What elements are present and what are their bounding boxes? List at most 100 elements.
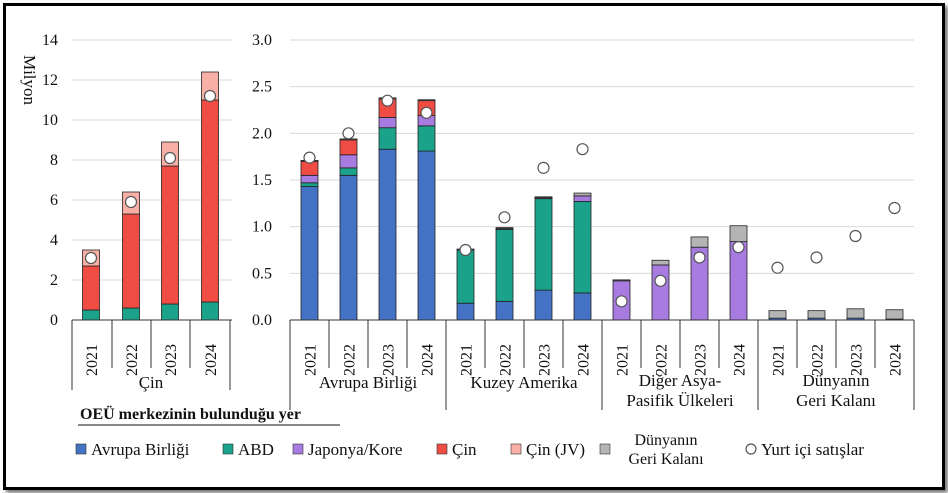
- chart-frame: [3, 3, 945, 490]
- domestic-sales-marker: [84, 251, 98, 265]
- x-tick-label: 2023: [537, 344, 554, 376]
- legend-item-avrupa-birli-i-swatch: [75, 443, 87, 455]
- x-tick-label: 2024: [732, 344, 749, 376]
- domestic-sales-marker: [203, 89, 217, 103]
- bar-d-nyan-n-geri-kalan: [495, 227, 514, 229]
- group-label-kuzey-amerika: Kuzey Amerika: [470, 373, 578, 392]
- y-tick-label: 4: [50, 232, 58, 249]
- bar-d-nyan-n-geri-kalan: [807, 310, 826, 319]
- x-tick-label: 2023: [693, 344, 710, 376]
- bar-avrupa-birli-i: [300, 186, 319, 321]
- y-tick-label: 14: [42, 32, 58, 49]
- y-tick-label: 0.0: [252, 312, 272, 329]
- bar-avrupa-birli-i: [378, 148, 397, 321]
- x-tick-label: 2022: [654, 344, 671, 376]
- bar-abd: [201, 301, 219, 321]
- domestic-sales-marker: [537, 161, 550, 174]
- bar-d-nyan-n-geri-kalan: [768, 310, 787, 319]
- x-tick-label: 2021: [459, 344, 476, 376]
- bar-abd: [378, 127, 397, 150]
- y-tick-label: 0: [50, 312, 58, 329]
- legend-item-yurt-i-i-sat-lar-swatch: [745, 443, 757, 455]
- group-label-avrupa-birli-i: Avrupa Birliği: [319, 373, 418, 392]
- bar-abd: [339, 167, 358, 176]
- legend-item-japonya-kore: Japonya/Kore: [308, 440, 402, 459]
- bar-d-nyan-n-geri-kalan: [651, 259, 670, 266]
- y-tick-label: 0.5: [252, 265, 272, 282]
- group-label-china: Çin: [139, 373, 164, 392]
- y-tick-label: 2.0: [252, 125, 272, 142]
- bar-japonya-kore: [573, 195, 592, 202]
- legend-item-yurt-i-i-sat-lar: Yurt içi satışlar: [761, 440, 864, 459]
- y-tick-label: 12: [42, 72, 58, 89]
- domestic-sales-marker: [771, 261, 784, 274]
- bar-abd: [573, 201, 592, 294]
- bar-japonya-kore: [300, 174, 319, 184]
- legend-item-in-swatch: [436, 443, 448, 455]
- bar-in: [161, 165, 179, 305]
- bar-d-nyan-n-geri-kalan: [846, 308, 865, 319]
- bar-avrupa-birli-i: [339, 174, 358, 321]
- y-tick-label: 6: [50, 192, 58, 209]
- y-axis-unit-label: Milyon: [20, 55, 39, 106]
- domestic-sales-marker: [163, 151, 177, 165]
- bar-d-nyan-n-geri-kalan: [690, 236, 709, 248]
- group-label-d-nyan-n-geri-kalan: Geri Kalanı: [796, 391, 876, 410]
- x-tick-label: 2021: [303, 344, 320, 376]
- bar-avrupa-birli-i: [573, 292, 592, 321]
- x-tick-label: 2023: [381, 344, 398, 376]
- domestic-sales-marker: [576, 143, 589, 156]
- bar-d-nyan-n-geri-kalan: [573, 192, 592, 197]
- legend-item-d-nyan-n-geri-kalan-swatch: [599, 443, 611, 455]
- bar-abd: [122, 307, 140, 321]
- bar-in: [122, 213, 140, 309]
- y-tick-label: 8: [50, 152, 58, 169]
- x-tick-label: 2023: [849, 344, 866, 376]
- bar-abd: [161, 303, 179, 321]
- domestic-sales-marker: [342, 127, 355, 140]
- legend-item-in: Çin: [452, 440, 477, 459]
- x-tick-label: 2024: [888, 344, 905, 376]
- legend-item-in-jv: Çin (JV): [526, 440, 585, 459]
- legend-title: OEÜ merkezinin bulunduğu yer: [80, 405, 301, 423]
- x-tick-label: 2021: [615, 344, 632, 376]
- x-tick-label: 2021: [771, 344, 788, 376]
- y-tick-label: 3.0: [252, 32, 272, 49]
- domestic-sales-marker: [615, 295, 628, 308]
- domestic-sales-marker: [732, 241, 745, 254]
- bar-abd: [300, 182, 319, 187]
- legend-item-d-nyan-n-geri-kalan: Geri Kalanı: [628, 451, 704, 468]
- y-tick-label: 10: [42, 112, 58, 129]
- bar-abd: [456, 249, 475, 304]
- bar-in: [339, 139, 358, 156]
- bar-d-nyan-n-geri-kalan: [534, 196, 553, 199]
- x-tick-label: 2021: [84, 344, 101, 376]
- bar-abd: [417, 125, 436, 152]
- x-tick-label: 2023: [163, 344, 180, 376]
- x-tick-label: 2024: [420, 344, 437, 376]
- y-tick-label: 1.0: [252, 219, 272, 236]
- x-tick-label: 2022: [498, 344, 515, 376]
- domestic-sales-marker: [303, 151, 316, 164]
- domestic-sales-marker: [810, 251, 823, 264]
- group-label-d-nyan-n-geri-kalan: Dünyanın: [802, 371, 870, 390]
- legend-item-avrupa-birli-i: Avrupa Birliği: [91, 440, 190, 459]
- bar-abd: [534, 198, 553, 291]
- y-tick-label: 2: [50, 272, 58, 289]
- bar-in: [82, 265, 100, 311]
- legend-item-abd: ABD: [238, 440, 274, 459]
- bar-japonya-kore: [378, 117, 397, 129]
- y-tick-label: 1.5: [252, 172, 272, 189]
- bar-japonya-kore: [651, 264, 670, 321]
- bar-avrupa-birli-i: [495, 300, 514, 321]
- domestic-sales-marker: [888, 201, 901, 215]
- bar-japonya-kore: [339, 154, 358, 169]
- bar-abd: [82, 309, 100, 321]
- group-label-di-er-asya-pasifik-lkeleri: Pasifik Ülkeleri: [626, 391, 733, 410]
- x-tick-label: 2022: [810, 344, 827, 376]
- legend-item-in-jv-swatch: [510, 443, 522, 455]
- bar-avrupa-birli-i: [534, 289, 553, 321]
- bar-japonya-kore: [729, 241, 748, 321]
- group-label-di-er-asya-pasifik-lkeleri: Diğer Asya-: [639, 371, 722, 390]
- legend-item-abd-swatch: [222, 443, 234, 455]
